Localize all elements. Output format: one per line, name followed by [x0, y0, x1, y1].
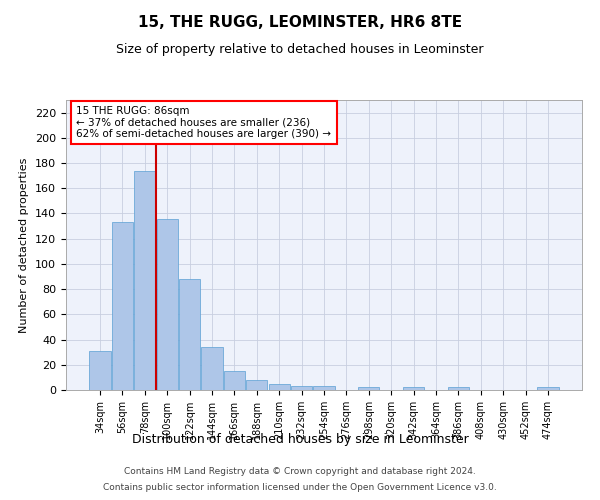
Text: Contains HM Land Registry data © Crown copyright and database right 2024.: Contains HM Land Registry data © Crown c…	[124, 468, 476, 476]
Bar	[112, 222, 133, 390]
Bar	[134, 170, 155, 390]
Bar	[157, 218, 178, 390]
Bar	[89, 351, 111, 390]
Bar	[537, 388, 559, 390]
Bar	[246, 380, 268, 390]
Bar	[202, 347, 223, 390]
Bar	[224, 371, 245, 390]
Bar	[313, 386, 335, 390]
Bar	[179, 279, 200, 390]
Bar	[269, 384, 290, 390]
Bar	[358, 388, 379, 390]
Text: Size of property relative to detached houses in Leominster: Size of property relative to detached ho…	[116, 42, 484, 56]
Text: 15 THE RUGG: 86sqm
← 37% of detached houses are smaller (236)
62% of semi-detach: 15 THE RUGG: 86sqm ← 37% of detached hou…	[76, 106, 331, 139]
Text: Distribution of detached houses by size in Leominster: Distribution of detached houses by size …	[131, 432, 469, 446]
Bar	[403, 388, 424, 390]
Text: 15, THE RUGG, LEOMINSTER, HR6 8TE: 15, THE RUGG, LEOMINSTER, HR6 8TE	[138, 15, 462, 30]
Y-axis label: Number of detached properties: Number of detached properties	[19, 158, 29, 332]
Bar	[291, 386, 312, 390]
Bar	[448, 388, 469, 390]
Text: Contains public sector information licensed under the Open Government Licence v3: Contains public sector information licen…	[103, 482, 497, 492]
